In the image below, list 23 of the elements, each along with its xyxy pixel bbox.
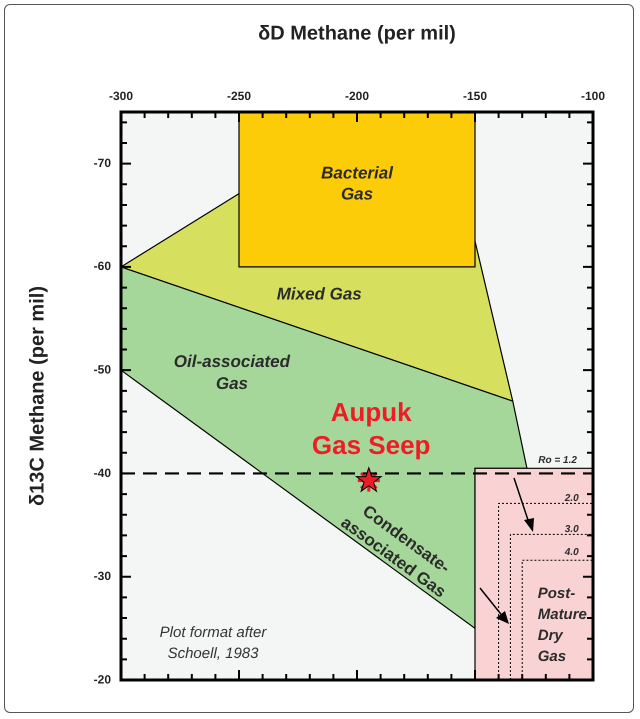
annotation: Plot format after Schoell, 1983 — [160, 624, 268, 662]
y-tick-label: -50 — [94, 362, 112, 376]
annotation: 4.0 — [564, 546, 580, 558]
annotation: 2.0 — [564, 492, 580, 504]
y-tick-label: -70 — [94, 156, 112, 170]
y-tick-label: -60 — [94, 259, 112, 274]
x-tick-label: -100 — [580, 89, 606, 104]
x-tick-label: -300 — [108, 89, 134, 104]
annotation: Mixed Gas — [276, 284, 362, 304]
annotation: Aupuk Gas Seep — [312, 396, 430, 460]
x-tick-label: -150 — [462, 89, 488, 104]
y-tick-label: -40 — [94, 466, 112, 480]
y-tick-label: -30 — [94, 569, 112, 584]
y-tick-label: -20 — [94, 672, 112, 686]
annotation: Oil-associated Gas — [174, 352, 291, 393]
annotation: Ro = 1.2 — [538, 454, 578, 466]
x-axis-title: δD Methane (per mil) — [258, 22, 456, 45]
annotation: Post- Mature Dry Gas — [538, 585, 587, 666]
x-tick-label: -200 — [344, 89, 370, 104]
annotation: Bacterial Gas — [321, 163, 394, 204]
x-tick-label: -250 — [226, 89, 252, 104]
y-axis-title: δ13C Methane (per mil) — [26, 286, 49, 506]
annotation: 3.0 — [564, 524, 580, 536]
